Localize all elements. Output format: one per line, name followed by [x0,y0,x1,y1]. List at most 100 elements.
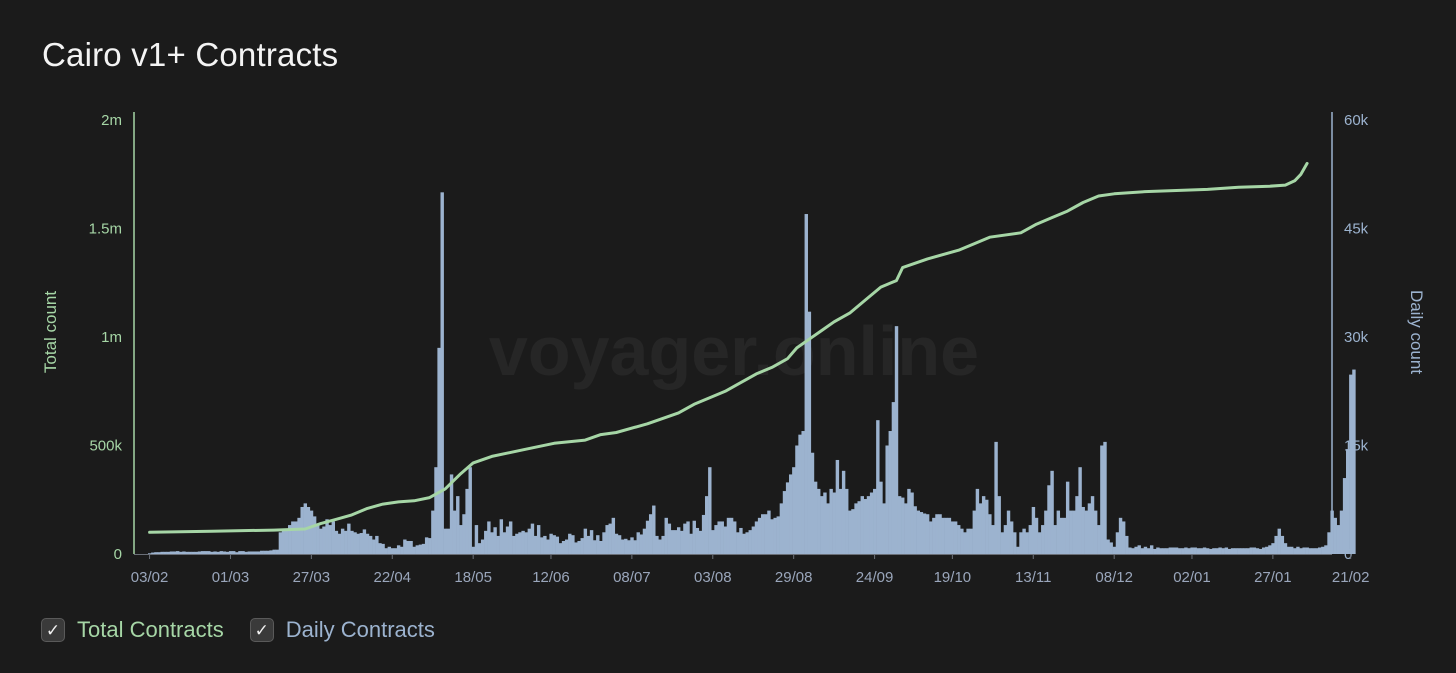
daily-contracts-bar [490,532,494,554]
daily-contracts-bar [627,540,631,554]
daily-contracts-bar [1078,467,1082,554]
daily-contracts-bar [216,551,220,554]
checkmark-icon[interactable]: ✓ [249,618,274,642]
daily-contracts-bar [748,530,752,554]
daily-contracts-bar [291,521,295,554]
daily-contracts-bar [577,540,581,554]
daily-contracts-bar [571,535,575,554]
daily-contracts-bar [568,533,572,554]
daily-contracts-bar [1190,547,1194,554]
daily-contracts-bar [533,535,538,554]
daily-contracts-bar [1118,517,1123,554]
daily-contracts-bar [238,551,242,554]
daily-contracts-bar [978,503,983,554]
daily-contracts-bar [1134,546,1138,554]
daily-contracts-bar [792,467,796,554]
daily-contracts-bar [754,521,759,554]
x-tick-label: 02/01 [1173,569,1211,586]
daily-contracts-bar [929,521,933,554]
daily-contracts-bar [1318,547,1322,554]
daily-contracts-bar [558,543,563,554]
daily-contracts-bar [1146,548,1151,554]
daily-contracts-bar [1255,548,1260,554]
daily-contracts-bar [1143,546,1148,554]
daily-contracts-bar [241,551,245,554]
daily-contracts-bar [306,506,311,554]
daily-contracts-bar [963,532,967,554]
daily-contracts-bar [1277,528,1281,554]
daily-contracts-bar [1003,525,1008,554]
daily-contracts-bar [1087,503,1092,554]
daily-contracts-bar [1252,547,1257,554]
daily-contracts-bar [1346,449,1350,554]
daily-contracts-bar [817,488,821,554]
daily-contracts-bar [779,503,784,554]
x-tick-label: 08/12 [1095,569,1133,586]
daily-contracts-bar [876,420,880,554]
daily-contracts-bar [764,514,768,554]
daily-contracts-bar [1224,547,1229,554]
daily-contracts-bar [1109,542,1113,554]
daily-contracts-bar [225,551,230,554]
daily-contracts-bar [499,519,504,554]
y-left-axis-title: Total count [41,291,60,373]
y-right-tick-label: 0 [1344,546,1352,563]
daily-contracts-bar [564,539,569,554]
daily-contracts-bar [1025,532,1029,554]
daily-contracts-bar [919,512,924,554]
daily-contracts-bar [269,550,273,554]
daily-contracts-bar [602,532,606,554]
daily-contracts-bar [1100,445,1104,554]
daily-contracts-bar [1013,532,1017,554]
daily-contracts-bar [561,540,566,554]
daily-contracts-bar [1034,517,1039,554]
daily-contracts-bar [988,514,992,554]
daily-contracts-bar [256,551,261,554]
daily-contracts-bar [1299,548,1303,554]
daily-contracts-bar [1069,510,1073,554]
daily-contracts-bar [857,501,861,554]
daily-contracts-bar [648,514,653,554]
daily-contracts-bar [723,526,728,554]
daily-contracts-bar [272,549,276,554]
daily-contracts-bar [714,525,718,554]
daily-contracts-bar [477,543,482,554]
daily-contracts-bar [465,488,469,554]
daily-contracts-bar [1293,548,1297,554]
daily-contracts-bar [1230,548,1235,554]
legend-item-total-contracts[interactable]: ✓ Total Contracts [41,617,224,643]
daily-contracts-bar [845,488,849,554]
daily-contracts-bar [1006,510,1011,554]
daily-contracts-bar [160,551,164,554]
daily-contracts-bar [443,528,448,554]
checkmark-icon[interactable]: ✓ [41,618,65,642]
daily-contracts-bar [938,514,942,554]
daily-contracts-bar [412,546,416,554]
daily-contracts-bar [1047,485,1051,554]
daily-contracts-bar [1289,546,1294,554]
daily-contracts-bar [823,492,827,554]
daily-contracts-bar [922,513,927,554]
daily-contracts-bar [1296,546,1300,554]
daily-contracts-bar [390,548,395,554]
daily-contracts-bar [521,530,525,554]
x-tick-label: 27/01 [1254,569,1292,586]
daily-contracts-bar [169,551,174,554]
daily-contracts-bar [1031,506,1036,554]
daily-contracts-bar [798,434,802,554]
x-tick-label: 08/07 [613,569,651,586]
daily-contracts-bar [1218,547,1222,554]
legend-item-daily-contracts[interactable]: ✓ Daily Contracts [249,617,435,643]
daily-contracts-bar [1050,470,1054,554]
daily-contracts-bar [1174,547,1179,554]
daily-contracts-bar [281,530,286,554]
daily-contracts-bar [1349,374,1353,554]
daily-contracts-bar [913,506,917,554]
daily-contracts-bar [228,551,233,554]
daily-contracts-bar [932,517,936,554]
daily-contracts-bar [888,431,892,554]
daily-contracts-bar [701,514,706,554]
daily-contracts-bar [244,551,248,554]
daily-contracts-bar [462,514,466,554]
daily-contracts-bar [935,514,939,554]
